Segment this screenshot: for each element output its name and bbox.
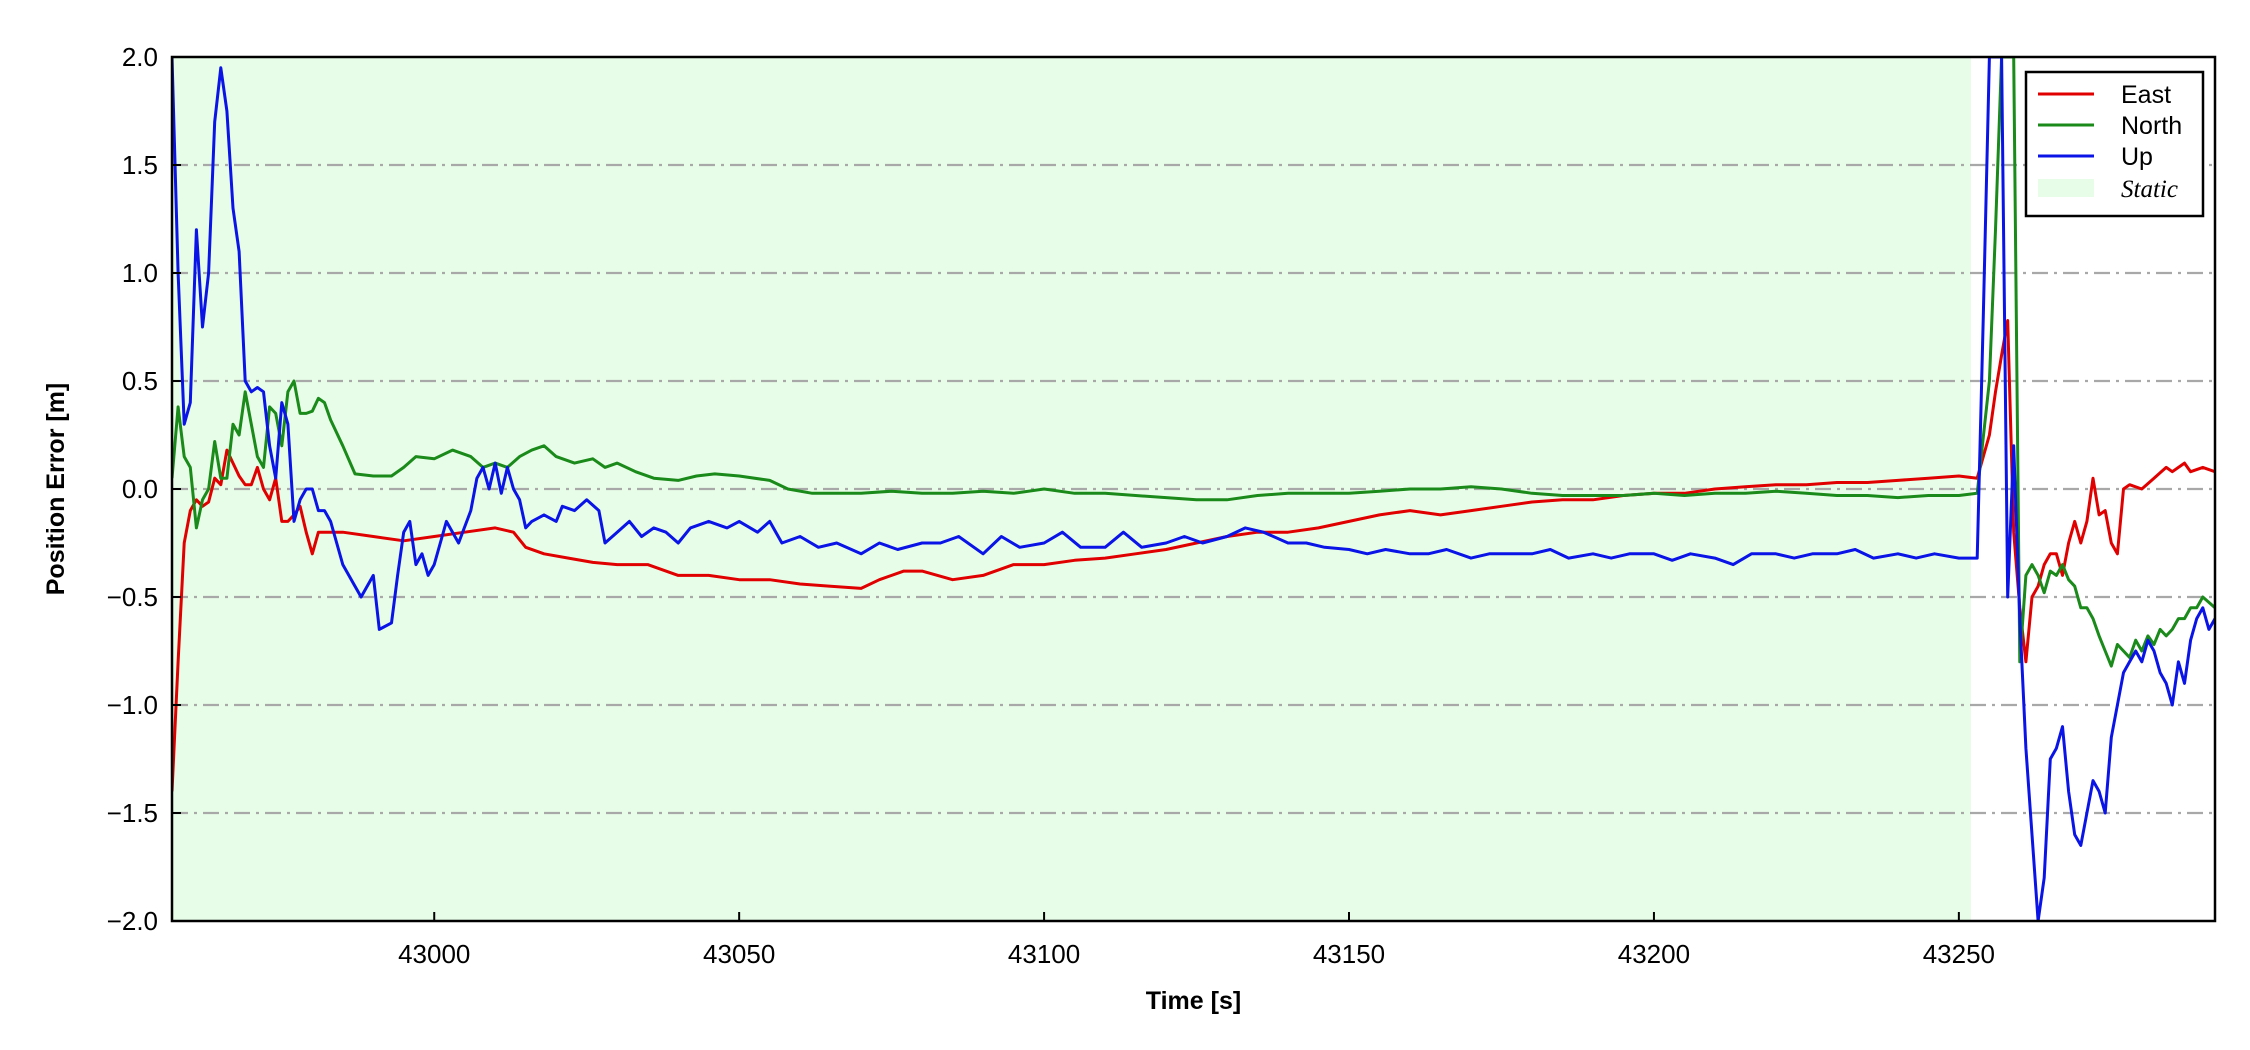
series-layer <box>172 57 2215 921</box>
legend-label-east: East <box>2121 81 2171 109</box>
y-tick-label: 2.0 <box>122 42 158 72</box>
x-tick-label: 43100 <box>1008 939 1080 969</box>
y-tick-label: −1.0 <box>107 690 158 720</box>
y-tick-label: 1.0 <box>122 258 158 288</box>
ticks-layer: 2.0 1.5 1.0 0.5 0.0 −0.5 −1.0 −1.5 −2.0 43000 4305… <box>107 42 1995 969</box>
x-axis-title: Time [s] <box>1146 987 1241 1015</box>
y-tick-label: 0.5 <box>122 366 158 396</box>
legend-label-up: Up <box>2121 143 2153 171</box>
y-tick-label: −1.5 <box>107 798 158 828</box>
y-tick-label: 0.0 <box>122 474 158 504</box>
series-line-up <box>172 57 2215 921</box>
series-line-north <box>172 57 2215 668</box>
legend-swatch-static <box>2038 179 2094 197</box>
legend: East North Up Static <box>2024 70 2205 218</box>
x-tick-label: 43250 <box>1923 939 1995 969</box>
y-tick-label: −0.5 <box>107 582 158 612</box>
y-tick-label: 1.5 <box>122 150 158 180</box>
x-tick-label: 43200 <box>1618 939 1690 969</box>
legend-label-north: North <box>2121 112 2182 140</box>
legend-label-static: Static <box>2121 176 2178 203</box>
x-tick-label: 43150 <box>1313 939 1385 969</box>
y-tick-label: −2.0 <box>107 906 158 936</box>
x-tick-label: 43050 <box>703 939 775 969</box>
x-tick-label: 43000 <box>398 939 470 969</box>
y-axis-title: Position Error [m] <box>42 383 70 596</box>
